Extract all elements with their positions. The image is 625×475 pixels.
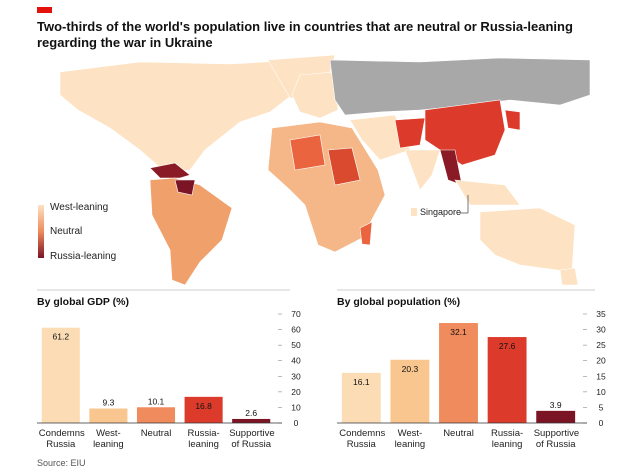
- data-label: 10.1: [148, 396, 165, 406]
- y-tick-label: 0: [599, 418, 604, 428]
- data-label: 20.3: [402, 364, 419, 374]
- chart-title: By global population (%): [337, 296, 461, 308]
- y-tick-label: 30: [291, 371, 301, 381]
- y-tick-label: 50: [291, 340, 301, 350]
- x-tick-label: Supportive of Russia: [229, 428, 275, 450]
- bar: [536, 410, 576, 423]
- x-tick-label: Supportive of Russia: [533, 428, 580, 450]
- data-label: 9.3: [102, 398, 114, 408]
- bar: [439, 323, 478, 423]
- annotation-swatch: [411, 208, 417, 216]
- y-tick-label: 25: [596, 340, 606, 350]
- data-label: 16.8: [195, 401, 212, 411]
- data-label: 16.1: [353, 377, 370, 387]
- annotation: Singapore: [420, 207, 462, 217]
- x-tick-label: Condemns Russia: [38, 428, 85, 450]
- bar: [232, 418, 271, 423]
- bar: [341, 372, 381, 423]
- y-tick-label: 60: [291, 325, 301, 335]
- bar: [89, 408, 128, 423]
- y-tick-label: 10: [596, 387, 606, 397]
- bar: [184, 396, 223, 423]
- y-tick-label: 10: [291, 402, 301, 412]
- brand-mark: [37, 7, 52, 13]
- x-tick-label: Neutral: [443, 428, 474, 439]
- legend-scale: [38, 205, 44, 258]
- y-tick-label: 15: [596, 371, 606, 381]
- legend-label: West-leaning: [50, 202, 109, 213]
- data-label: 27.6: [499, 341, 516, 351]
- bar: [41, 327, 80, 423]
- bar: [390, 359, 430, 423]
- y-tick-label: 5: [599, 402, 604, 412]
- x-tick-label: Russia-leaning: [490, 428, 524, 450]
- x-tick-label: West-leaning: [394, 428, 426, 450]
- y-tick-label: 20: [291, 387, 301, 397]
- y-tick-label: 0: [294, 418, 299, 428]
- y-tick-label: 35: [596, 309, 606, 319]
- x-tick-label: Neutral: [140, 428, 172, 439]
- source: Source: EIU: [37, 458, 86, 468]
- data-label: 3.9: [550, 400, 562, 410]
- title: Two-thirds of the world's population liv…: [37, 19, 573, 50]
- data-label: 32.1: [450, 327, 467, 337]
- x-tick-label: Condemns Russia: [339, 428, 386, 450]
- bar: [136, 407, 176, 423]
- legend-label: Neutral: [50, 226, 83, 237]
- data-label: 2.6: [245, 408, 257, 418]
- chart-title: By global GDP (%): [37, 296, 129, 308]
- y-tick-label: 70: [291, 309, 301, 319]
- y-tick-label: 30: [596, 325, 606, 335]
- legend-label: Russia-leaning: [50, 251, 117, 262]
- x-tick-label: Russia-leaning: [187, 428, 220, 450]
- y-tick-label: 20: [596, 356, 606, 366]
- data-label: 61.2: [53, 332, 70, 342]
- world-map: [59, 54, 591, 286]
- x-tick-label: West-leaning: [93, 428, 124, 450]
- bar: [487, 337, 527, 423]
- y-tick-label: 40: [291, 356, 301, 366]
